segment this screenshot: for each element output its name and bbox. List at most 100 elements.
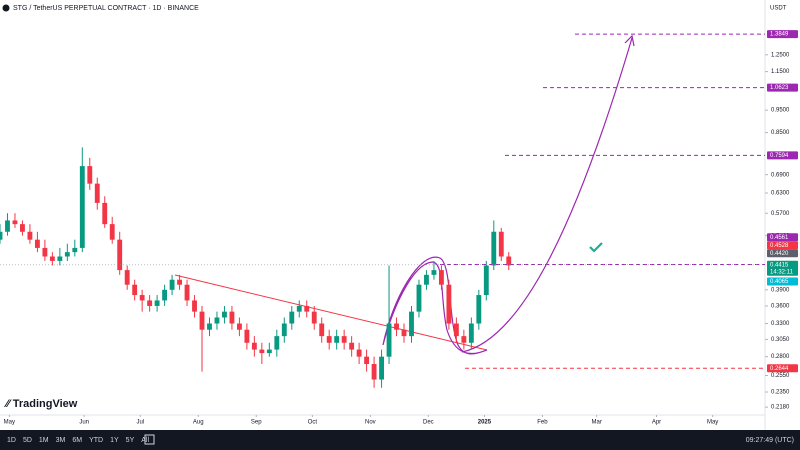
candle-body xyxy=(177,279,182,285)
candle-body xyxy=(5,220,10,232)
candle-body xyxy=(251,342,257,350)
candle-body xyxy=(461,336,467,343)
price-label: 0.4528 xyxy=(770,243,789,249)
candle-body xyxy=(424,274,429,285)
timeframe-button[interactable]: 3M xyxy=(56,437,66,444)
brand-logo: ⁄⁄ TradingView xyxy=(3,398,78,410)
candle-body xyxy=(416,284,422,312)
x-tick-label: Jun xyxy=(79,420,89,426)
price-label: 1.0623 xyxy=(770,85,789,91)
price-label-box xyxy=(767,364,798,373)
y-tick-label: 0.6300 xyxy=(771,191,790,197)
candle-body xyxy=(498,231,504,257)
candle-body xyxy=(274,336,280,350)
price-label-box xyxy=(767,30,798,39)
x-tick-label: May xyxy=(707,420,718,426)
candle-body xyxy=(57,256,63,261)
trend-line xyxy=(174,274,488,351)
y-tick-label: 1.1500 xyxy=(771,69,790,75)
candle-body xyxy=(236,323,242,330)
brand-name: TradingView xyxy=(13,398,78,410)
cup-ellipse xyxy=(382,256,488,355)
candle-body xyxy=(371,364,377,380)
timeframe-button[interactable]: 1D xyxy=(7,437,16,444)
y-tick-label: 0.2350 xyxy=(771,390,790,396)
candle-body xyxy=(184,284,190,301)
candle-body xyxy=(394,323,399,330)
timeframe-button[interactable]: 6M xyxy=(72,437,82,444)
y-tick-label: 0.2180 xyxy=(771,405,790,411)
price-label-box xyxy=(767,151,798,160)
y-tick-label: 1.2500 xyxy=(771,52,790,58)
y-tick-label: 0.2800 xyxy=(771,354,790,360)
candle-body xyxy=(124,270,130,285)
marks xyxy=(0,33,765,388)
candle-body xyxy=(438,270,444,285)
price-label: 0.4415 xyxy=(770,262,789,268)
x-tick-label: Feb xyxy=(537,420,548,426)
y-tick-label: 0.2550 xyxy=(771,373,790,379)
chart-background xyxy=(0,0,800,430)
price-label-box xyxy=(767,260,798,276)
x-tick-label: Aug xyxy=(193,420,204,426)
utc-clock[interactable]: 09:27:49 (UTC) xyxy=(746,437,794,444)
candle-body xyxy=(154,300,160,306)
candle-body xyxy=(244,329,250,343)
candle-body xyxy=(27,231,33,240)
arrow-head xyxy=(624,34,635,47)
candle-body xyxy=(139,295,145,301)
candle-body xyxy=(304,305,310,312)
y-tick-label: 0.9500 xyxy=(771,108,790,114)
candle-body xyxy=(34,239,40,248)
candle-body xyxy=(266,349,272,354)
candle-body xyxy=(409,311,414,337)
bottom-toolbar xyxy=(0,430,800,450)
price-label-box xyxy=(767,233,798,242)
candle-body xyxy=(476,295,482,324)
candle-body xyxy=(102,202,108,225)
candle-body xyxy=(132,284,138,296)
x-tick-label: Dec xyxy=(423,420,434,426)
x-tick-label: Sep xyxy=(251,420,262,426)
x-tick-label: Mar xyxy=(591,420,601,426)
candle-body xyxy=(199,311,205,330)
chart-title: STG / TetherUS PERPETUAL CONTRACT · 1D ·… xyxy=(13,5,199,12)
candle-body xyxy=(281,323,287,337)
candle-body xyxy=(117,239,123,271)
timeframe-button[interactable]: YTD xyxy=(89,437,103,444)
timeframe-button[interactable]: 5D xyxy=(23,437,32,444)
timeframe-button[interactable]: 1Y xyxy=(110,437,119,444)
price-label: 0.4561 xyxy=(770,235,789,241)
candle-body xyxy=(222,311,227,318)
x-tick-label: Oct xyxy=(308,420,318,426)
candle-body xyxy=(401,329,407,337)
candle-body xyxy=(431,270,437,275)
price-label: 0.4065 xyxy=(770,279,789,285)
candle-body xyxy=(506,256,512,266)
candle-body xyxy=(446,284,452,324)
timeframe-button[interactable]: 5Y xyxy=(126,437,135,444)
price-label: 0.4420 xyxy=(770,251,789,257)
timeframe-button[interactable]: 1M xyxy=(39,437,49,444)
y-tick-label: 0.6900 xyxy=(771,172,790,178)
x-tick-label: Apr xyxy=(652,420,661,426)
y-tick-label: 0.3300 xyxy=(771,321,790,327)
price-label: 1.3849 xyxy=(770,32,789,38)
currency-label[interactable]: USDT xyxy=(770,6,787,12)
y-tick-label: 0.8500 xyxy=(771,130,790,136)
candle-body xyxy=(49,256,55,261)
symbol-icon xyxy=(2,4,10,12)
candle-body xyxy=(20,224,25,232)
price-label-box xyxy=(767,277,798,286)
x-tick-label: Nov xyxy=(365,420,376,426)
price-label: 0.2644 xyxy=(770,366,789,372)
bar-countdown: 14:32:11 xyxy=(770,269,794,275)
timeframe-bar: 1D 5D 1M 3M 6M YTD 1Y 5Y All xyxy=(7,437,149,444)
candle-body xyxy=(147,300,153,306)
candle-body xyxy=(483,265,489,296)
candle-body xyxy=(289,311,295,324)
price-label-box xyxy=(767,83,798,92)
date-range-button[interactable] xyxy=(144,434,155,445)
candle-body xyxy=(162,289,168,301)
